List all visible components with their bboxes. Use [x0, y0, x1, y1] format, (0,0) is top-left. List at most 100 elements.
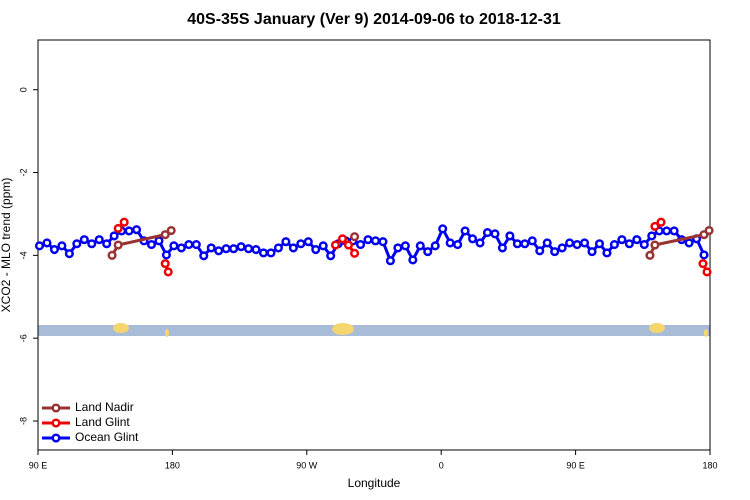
data-point: [565, 238, 575, 248]
data-point: [160, 230, 170, 240]
x-tick-label: 180: [165, 460, 180, 470]
legend-label: Land Nadir: [75, 400, 134, 414]
data-point: [445, 238, 455, 248]
y-tick-label: -6: [18, 334, 28, 342]
land-blob: [165, 329, 169, 337]
data-point: [527, 236, 537, 246]
data-point: [662, 226, 672, 236]
legend-label: Land Glint: [75, 415, 130, 429]
data-point: [542, 238, 552, 248]
x-tick-label: 90 E: [566, 460, 585, 470]
data-point: [385, 256, 395, 266]
data-point: [107, 250, 117, 260]
data-point: [146, 240, 157, 250]
x-axis-label: Longitude: [348, 476, 401, 490]
legend-label: Ocean Glint: [75, 430, 139, 444]
data-point: [699, 250, 709, 260]
data-point: [311, 245, 321, 255]
y-tick-label: -2: [18, 169, 28, 177]
data-point: [505, 231, 515, 241]
legend-swatch-marker: [51, 433, 61, 443]
data-point: [72, 239, 82, 249]
data-point: [102, 239, 112, 249]
data-point: [468, 234, 478, 244]
data-point: [87, 239, 97, 249]
data-point: [650, 240, 660, 250]
data-point: [356, 240, 366, 250]
data-point: [617, 235, 627, 245]
land-blob: [113, 323, 129, 333]
data-point: [79, 235, 89, 245]
data-point: [557, 243, 567, 253]
legend-swatch-marker: [51, 418, 61, 428]
data-point: [650, 221, 660, 231]
data-point: [273, 243, 283, 253]
data-point: [206, 243, 216, 253]
data-point: [624, 239, 634, 249]
data-point: [370, 236, 381, 246]
data-point: [288, 243, 298, 253]
x-tick-label: 0: [439, 460, 444, 470]
data-point: [497, 243, 507, 253]
data-point: [266, 248, 276, 258]
data-point: [350, 248, 360, 258]
data-point: [303, 237, 313, 247]
data-point: [647, 231, 657, 241]
data-point: [326, 251, 336, 261]
data-point: [113, 240, 123, 250]
data-point: [166, 225, 176, 236]
data-point: [221, 244, 231, 254]
y-axis-label: XCO2 - MLO trend (ppm): [0, 178, 13, 313]
data-point: [580, 238, 590, 248]
data-point: [639, 240, 649, 250]
data-point: [258, 248, 269, 258]
data-point: [698, 259, 708, 269]
y-tick-label: -8: [18, 417, 28, 425]
y-tick-label: 0: [18, 87, 28, 92]
data-point: [161, 250, 171, 260]
data-point: [318, 241, 328, 251]
data-point: [176, 243, 186, 253]
data-point: [482, 228, 493, 238]
data-point: [330, 240, 341, 250]
data-point: [163, 267, 173, 277]
land-blob: [332, 323, 354, 335]
data-point: [602, 248, 612, 258]
data-point: [475, 238, 485, 248]
data-point: [34, 241, 45, 251]
data-point: [684, 238, 694, 248]
y-tick-label: -4: [18, 251, 28, 259]
data-point: [251, 245, 261, 255]
x-tick-label: 90 E: [29, 460, 48, 470]
data-point: [702, 267, 712, 277]
data-point: [438, 224, 448, 234]
data-point: [535, 246, 545, 256]
data-point: [113, 223, 123, 233]
data-point: [415, 241, 425, 251]
data-point: [49, 245, 59, 255]
data-point: [669, 226, 679, 236]
data-point: [656, 217, 666, 227]
data-point: [400, 241, 410, 251]
data-point: [512, 239, 522, 249]
data-point: [296, 239, 306, 249]
ocean-band: [38, 325, 710, 336]
data-point: [378, 237, 388, 247]
data-point: [423, 247, 433, 257]
map-strip: [38, 323, 710, 337]
data-point: [94, 235, 104, 245]
data-point: [520, 239, 530, 249]
data-point: [124, 226, 134, 236]
data-point: [236, 242, 246, 252]
data-point: [645, 250, 655, 260]
data-point: [42, 238, 52, 248]
data-point: [363, 235, 373, 245]
data-point: [184, 240, 194, 250]
data-point: [214, 246, 224, 256]
data-point: [704, 225, 714, 236]
data-point: [199, 251, 209, 261]
data-point: [169, 241, 179, 251]
data-point: [281, 237, 291, 247]
